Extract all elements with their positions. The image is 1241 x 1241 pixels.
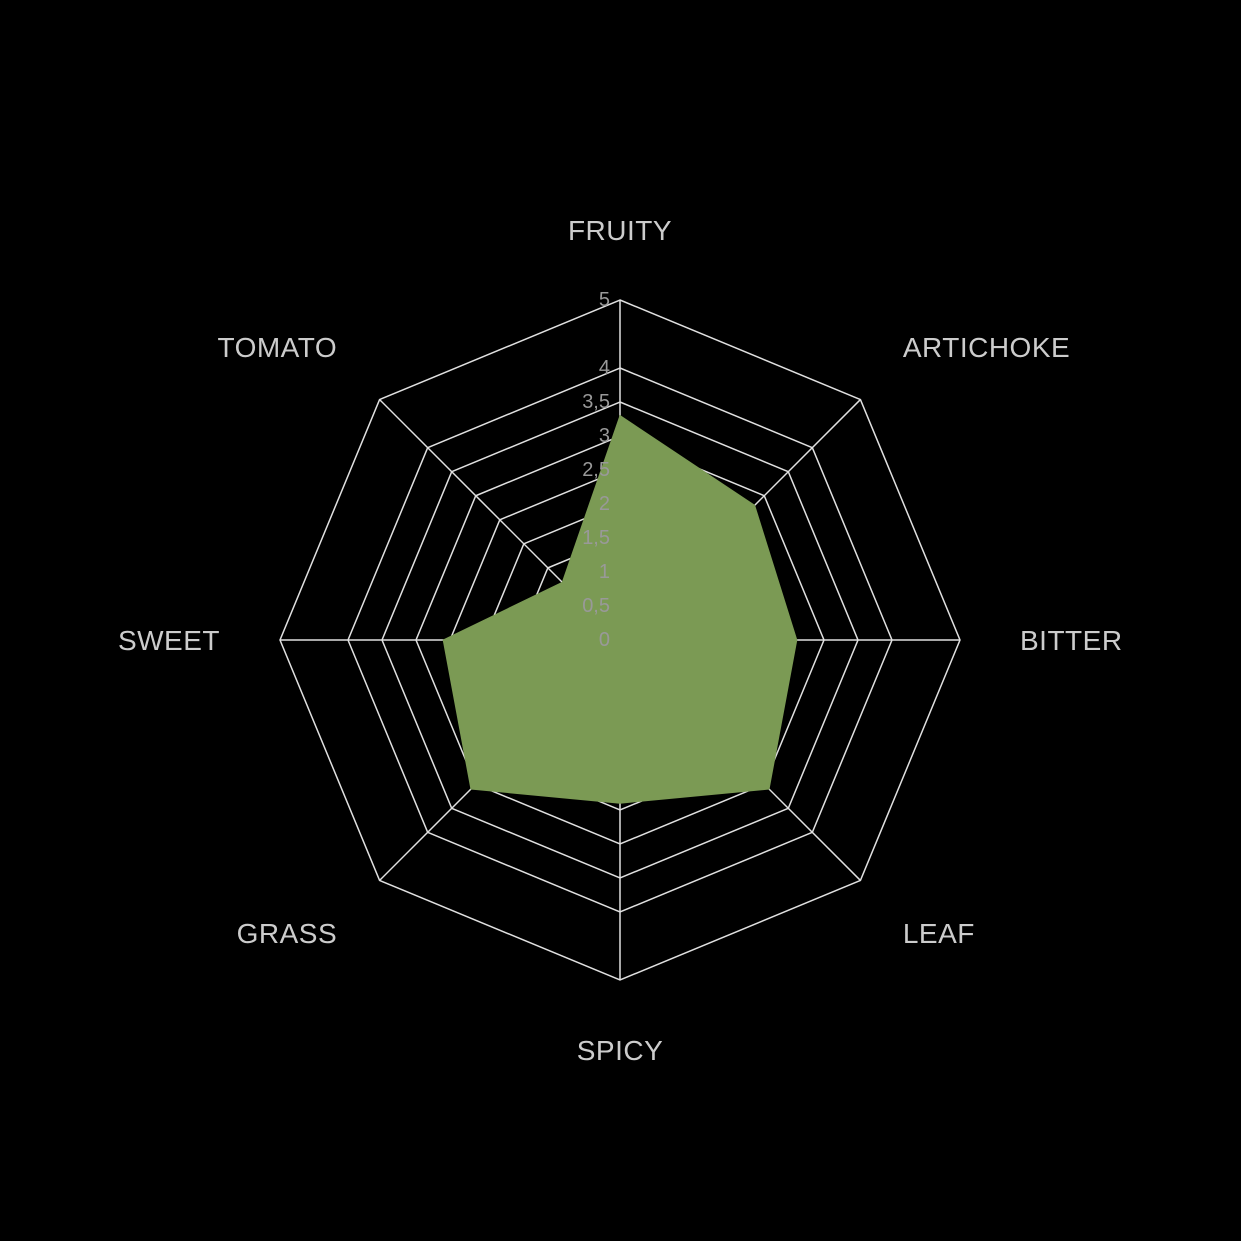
tick-label: 5 [599, 289, 610, 311]
tick-label: 1 [599, 561, 610, 583]
axis-label: ARTICHOKE [903, 332, 1070, 363]
tick-label: 4 [599, 357, 610, 379]
tick-label: 3,5 [582, 391, 610, 413]
axis-label: BITTER [1020, 625, 1123, 656]
axis-label: TOMATO [217, 332, 337, 363]
tick-label: 2,5 [582, 459, 610, 481]
tick-label: 3 [599, 425, 610, 447]
axis-label: LEAF [903, 918, 975, 949]
axis-label: FRUITY [568, 215, 672, 246]
axis-label: GRASS [237, 918, 338, 949]
tick-label: 1,5 [582, 527, 610, 549]
tick-label: 2 [599, 493, 610, 515]
axis-label: SPICY [577, 1035, 664, 1066]
tick-label: 0,5 [582, 595, 610, 617]
axis-label: SWEET [118, 625, 220, 656]
tick-label: 0 [599, 629, 610, 651]
radar-chart: 0 0,5 1 1,5 2 2,5 3 3,5 4 5 FRUITY ARTICHOKE BITTER L… [0, 0, 1241, 1241]
